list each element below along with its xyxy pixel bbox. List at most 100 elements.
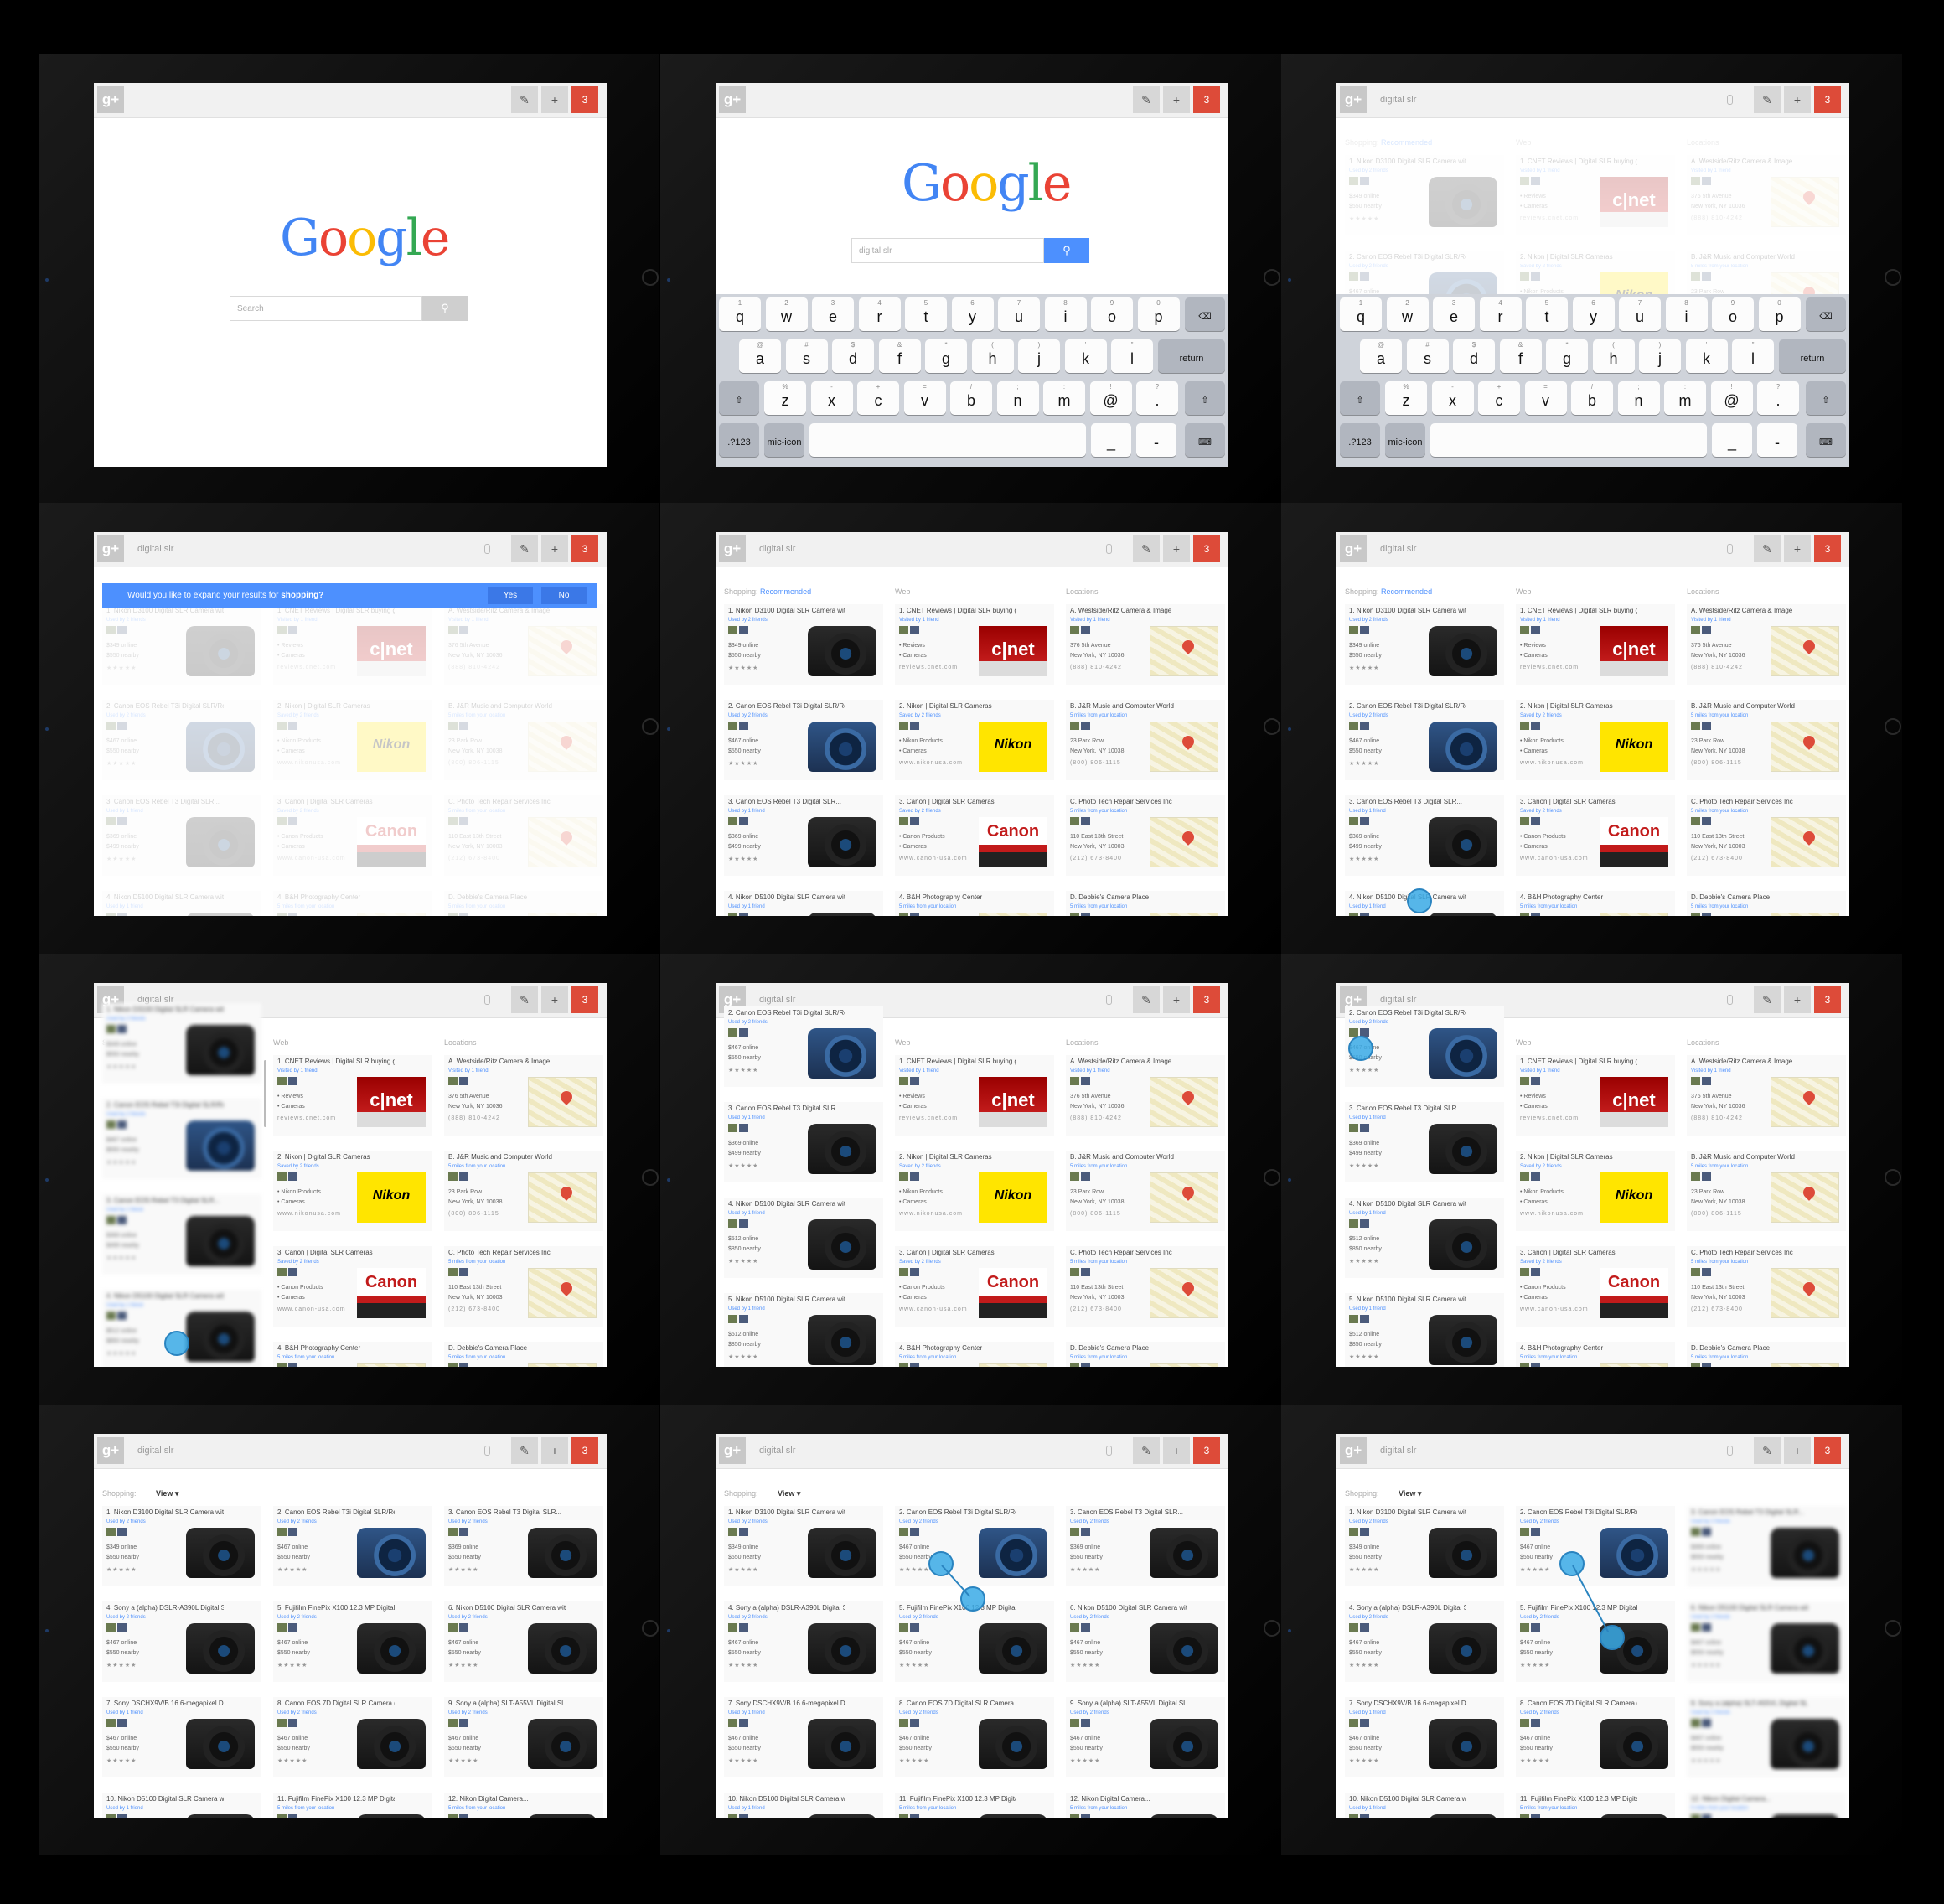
result-card[interactable]: 12. Nikon Digital Camera... 5 miles from … xyxy=(444,1793,603,1818)
underscore-key[interactable]: _ xyxy=(1091,423,1131,457)
key-d[interactable]: $ d xyxy=(832,339,874,373)
mic-icon[interactable] xyxy=(484,544,490,554)
search-query-text[interactable]: digital slr xyxy=(759,1446,796,1456)
gplus-logo-icon[interactable]: g+ xyxy=(1340,1437,1367,1464)
notification-count-badge[interactable]: 3 xyxy=(1814,86,1841,113)
notification-count-badge[interactable]: 3 xyxy=(1814,986,1841,1013)
result-card[interactable]: 12. Nikon Digital Camera... 5 miles from … xyxy=(1687,1793,1846,1818)
result-card[interactable]: 3. Canon | Digital SLR Cameras Saved by 2… xyxy=(895,1246,1054,1327)
result-card[interactable]: 3. Canon | Digital SLR Cameras Saved by 2… xyxy=(1516,1246,1675,1327)
result-card[interactable]: 2. Canon EOS Rebel T3i Digital SLR/Refle… xyxy=(1516,1506,1675,1586)
key-k[interactable]: ' k xyxy=(1685,339,1728,373)
notification-count-badge[interactable]: 3 xyxy=(571,536,598,562)
key-a[interactable]: @ a xyxy=(1360,339,1402,373)
result-card[interactable]: C. Photo Tech Repair Services Inc 5 miles… xyxy=(1066,1246,1225,1327)
result-card[interactable]: C. Photo Tech Repair Services Inc 5 miles… xyxy=(444,795,603,876)
result-card[interactable]: 3. Canon EOS Rebel T3 Digital SLR... Used… xyxy=(1066,1506,1225,1586)
result-card[interactable]: A. Westside/Ritz Camera & Image Visited b… xyxy=(1687,155,1846,235)
edit-icon[interactable]: ✎ xyxy=(1754,536,1781,562)
add-icon[interactable]: + xyxy=(1163,986,1190,1013)
result-card[interactable]: 4. Nikon D5100 Digital SLR Camera with..… xyxy=(724,891,883,916)
result-card[interactable]: A. Westside/Ritz Camera & Image Visited b… xyxy=(1066,1055,1225,1136)
gplus-logo-icon[interactable]: g+ xyxy=(719,86,746,113)
key-n[interactable]: ; n xyxy=(1617,381,1660,415)
edit-icon[interactable]: ✎ xyxy=(1133,986,1160,1013)
result-card[interactable]: 3. Canon EOS Rebel T3 Digital SLR... Used… xyxy=(444,1506,603,1586)
result-card[interactable]: 11. Fujifilm FinePix X100 12.3 MP Digita… xyxy=(1516,1793,1675,1818)
result-card[interactable]: 2. Canon EOS Rebel T3i Digital SLR/Refle… xyxy=(724,1006,883,1087)
shift-key[interactable]: ⇧ xyxy=(1340,381,1380,415)
shift-key-right[interactable]: ⇧ xyxy=(1185,381,1225,415)
result-card[interactable]: 4. B&H Photography Center 5 miles from yo… xyxy=(1516,891,1675,916)
mic-icon[interactable] xyxy=(1727,1446,1733,1456)
key-period[interactable]: ?. xyxy=(1757,381,1799,415)
result-card[interactable]: D. Debbie's Camera Place 5 miles from you… xyxy=(444,1342,603,1367)
notification-count-badge[interactable]: 3 xyxy=(571,86,598,113)
result-card[interactable]: 10. Nikon D5100 Digital SLR Camera with.… xyxy=(1345,1793,1504,1818)
add-icon[interactable]: + xyxy=(541,986,568,1013)
add-icon[interactable]: + xyxy=(541,536,568,562)
key-at[interactable]: ! @ xyxy=(1710,381,1753,415)
add-icon[interactable]: + xyxy=(1784,86,1811,113)
key-l[interactable]: " l xyxy=(1732,339,1774,373)
result-card[interactable]: 5. Fujifilm FinePix X100 12.3 MP Digital… xyxy=(1516,1601,1675,1682)
result-card[interactable]: 1. CNET Reviews | Digital SLR buying gui… xyxy=(1516,155,1675,235)
add-icon[interactable]: + xyxy=(1163,86,1190,113)
result-card[interactable]: 2. Nikon | Digital SLR Cameras Saved by 2… xyxy=(273,1151,432,1231)
gplus-logo-icon[interactable]: g+ xyxy=(1340,86,1367,113)
notification-count-badge[interactable]: 3 xyxy=(571,986,598,1013)
result-card[interactable]: 1. CNET Reviews | Digital SLR buying gui… xyxy=(273,1055,432,1136)
search-query-text[interactable]: digital slr xyxy=(137,1446,174,1456)
result-card[interactable]: 8. Canon EOS 7D Digital SLR Camera (Body… xyxy=(895,1697,1054,1777)
notification-count-badge[interactable]: 3 xyxy=(1193,86,1220,113)
edit-icon[interactable]: ✎ xyxy=(511,86,538,113)
result-card[interactable]: 5. Nikon D5100 Digital SLR Camera with..… xyxy=(724,1293,883,1367)
key-x[interactable]: -x xyxy=(810,381,853,415)
result-card[interactable]: B. J&R Music and Computer World 5 miles f… xyxy=(444,1151,603,1231)
result-card[interactable]: 4. Sony a (alpha) DSLR-A390L Digital SLR… xyxy=(724,1601,883,1682)
result-card[interactable]: 10. Nikon D5100 Digital SLR Camera with.… xyxy=(102,1793,261,1818)
result-card[interactable]: 1. CNET Reviews | Digital SLR buying gui… xyxy=(895,1055,1054,1136)
result-card[interactable]: 6. Nikon D5100 Digital SLR Camera with..… xyxy=(444,1601,603,1682)
result-card[interactable]: 12. Nikon Digital Camera... 5 miles from … xyxy=(1066,1793,1225,1818)
gplus-logo-icon[interactable]: g+ xyxy=(97,86,124,113)
edit-icon[interactable]: ✎ xyxy=(511,536,538,562)
add-icon[interactable]: + xyxy=(1163,536,1190,562)
result-card[interactable]: 9. Sony a (alpha) SLT-A55VL Digital SLR.… xyxy=(1687,1697,1846,1777)
result-card[interactable]: 3. Canon EOS Rebel T3 Digital SLR... Used… xyxy=(102,1194,261,1275)
key-z[interactable]: % z xyxy=(1385,381,1427,415)
result-card[interactable]: 11. Fujifilm FinePix X100 12.3 MP Digita… xyxy=(895,1793,1054,1818)
search-query-text[interactable]: digital slr xyxy=(1380,995,1417,1005)
result-card[interactable]: 2. Canon EOS Rebel T3i Digital SLR/Refle… xyxy=(1345,700,1504,780)
result-card[interactable]: 2. Nikon | Digital SLR Cameras Saved by 2… xyxy=(895,700,1054,780)
mic-icon[interactable] xyxy=(1106,995,1112,1005)
gplus-logo-icon[interactable]: g+ xyxy=(719,1437,746,1464)
search-button[interactable]: ⚲ xyxy=(422,296,468,321)
edit-icon[interactable]: ✎ xyxy=(511,1437,538,1464)
result-card[interactable]: C. Photo Tech Repair Services Inc 5 miles… xyxy=(1687,1246,1846,1327)
search-query-text[interactable]: digital slr xyxy=(1380,1446,1417,1456)
result-card[interactable]: 1. CNET Reviews | Digital SLR buying gui… xyxy=(1516,604,1675,685)
result-card[interactable]: 2. Canon EOS Rebel T3i Digital SLR/Refle… xyxy=(273,1506,432,1586)
notification-count-badge[interactable]: 3 xyxy=(1193,536,1220,562)
shift-key-right[interactable]: ⇧ xyxy=(1806,381,1846,415)
result-card[interactable]: 4. B&H Photography Center 5 miles from yo… xyxy=(1516,1342,1675,1367)
result-card[interactable]: 3. Canon EOS Rebel T3 Digital SLR... Used… xyxy=(1345,1102,1504,1182)
key-g[interactable]: * g xyxy=(925,339,967,373)
search-input[interactable]: Search xyxy=(230,296,422,321)
return-key[interactable]: return xyxy=(1158,339,1225,373)
dismiss-keyboard-key[interactable]: ⌨ xyxy=(1185,423,1225,457)
edit-icon[interactable]: ✎ xyxy=(1754,1437,1781,1464)
result-card[interactable]: D. Debbie's Camera Place 5 miles from you… xyxy=(1687,1342,1846,1367)
notification-count-badge[interactable]: 3 xyxy=(1814,536,1841,562)
key-b[interactable]: / b xyxy=(1571,381,1613,415)
